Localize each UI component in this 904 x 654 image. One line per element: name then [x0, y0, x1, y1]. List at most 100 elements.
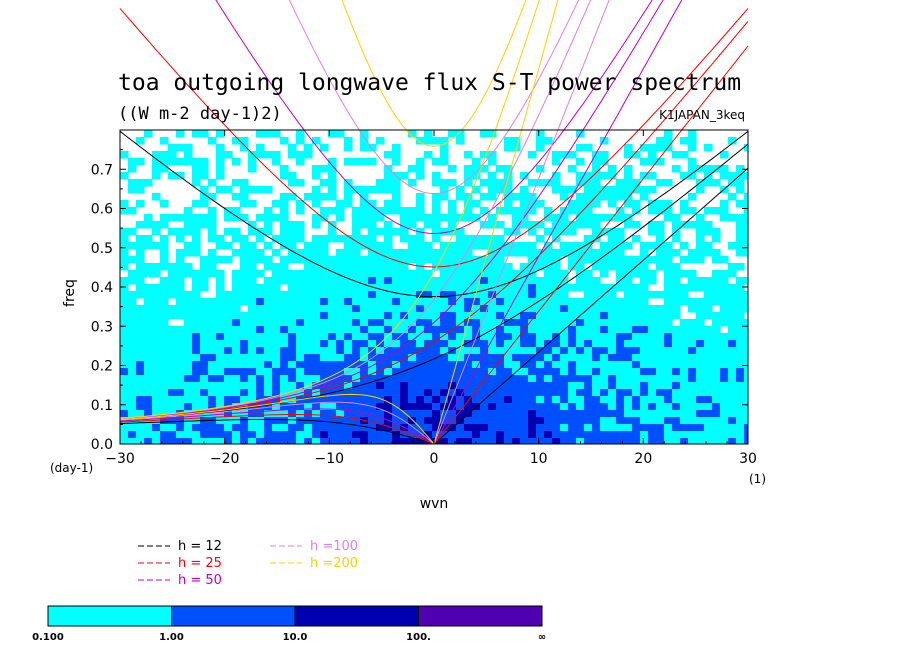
heatmap-cell	[720, 347, 729, 355]
heatmap-cell	[440, 186, 449, 194]
heatmap-cell	[128, 207, 137, 215]
heatmap-cell	[480, 361, 489, 369]
heatmap-cell	[336, 340, 345, 348]
heatmap-cell	[600, 396, 609, 404]
heatmap-cell	[496, 354, 505, 362]
heatmap-cell	[248, 347, 257, 355]
heatmap-cell	[280, 333, 289, 341]
heatmap-cell	[488, 312, 497, 320]
heatmap-cell	[160, 354, 169, 362]
heatmap-cell	[352, 396, 361, 404]
heatmap-cell	[160, 165, 169, 173]
heatmap-cell	[240, 186, 249, 194]
heatmap-cell	[144, 396, 153, 404]
heatmap-cell	[120, 256, 129, 264]
heatmap-cell	[288, 235, 297, 243]
heatmap-cell	[624, 165, 633, 173]
heatmap-cell	[336, 417, 345, 425]
heatmap-cell	[616, 235, 625, 243]
heatmap-cell	[360, 207, 369, 215]
heatmap-cell	[216, 347, 225, 355]
heatmap-cell	[520, 417, 529, 425]
heatmap-cell	[440, 333, 449, 341]
heatmap-cell	[408, 305, 417, 313]
heatmap-cell	[200, 424, 209, 432]
heatmap-cell	[328, 172, 337, 180]
heatmap-cell	[352, 424, 361, 432]
heatmap-cell	[624, 256, 633, 264]
heatmap-cell	[232, 284, 241, 292]
heatmap-cell	[120, 235, 129, 243]
heatmap-cell	[680, 151, 689, 159]
heatmap-cell	[544, 214, 553, 222]
heatmap-cell	[280, 270, 289, 278]
heatmap-cell	[496, 312, 505, 320]
heatmap-cell	[448, 431, 457, 439]
heatmap-cell	[312, 186, 321, 194]
heatmap-cell	[280, 207, 289, 215]
heatmap-cell	[488, 270, 497, 278]
heatmap-cell	[256, 431, 265, 439]
heatmap-cell	[480, 375, 489, 383]
heatmap-cell	[312, 137, 321, 145]
heatmap-cell	[408, 179, 417, 187]
heatmap-cell	[560, 270, 569, 278]
heatmap-cell	[296, 158, 305, 166]
heatmap-cell	[672, 438, 681, 444]
heatmap-cell	[664, 298, 673, 306]
heatmap-cell	[408, 277, 417, 285]
heatmap-cell	[640, 347, 649, 355]
heatmap-cell	[504, 270, 513, 278]
heatmap-cell	[664, 312, 673, 320]
heatmap-cell	[736, 235, 745, 243]
heatmap-cell	[504, 354, 513, 362]
heatmap-cell	[688, 424, 697, 432]
heatmap-cell	[472, 368, 481, 376]
heatmap-cell	[728, 214, 737, 222]
heatmap-cell	[432, 277, 441, 285]
heatmap-cell	[424, 368, 433, 376]
heatmap-cell	[120, 375, 129, 383]
heatmap-cell	[584, 179, 593, 187]
heatmap-cell	[512, 347, 521, 355]
heatmap-cell	[256, 312, 265, 320]
heatmap-cell	[424, 403, 433, 411]
heatmap-cell	[576, 144, 585, 152]
heatmap-cell	[696, 396, 705, 404]
heatmap-cell	[624, 424, 633, 432]
heatmap-cell	[120, 396, 129, 404]
heatmap-cell	[128, 298, 137, 306]
heatmap-cell	[272, 354, 281, 362]
heatmap-cell	[416, 410, 425, 418]
heatmap-cell	[488, 340, 497, 348]
heatmap-cell	[216, 319, 225, 327]
heatmap-cell	[384, 382, 393, 390]
heatmap-cell	[736, 438, 745, 444]
heatmap-cell	[432, 221, 441, 229]
heatmap-cell	[416, 396, 425, 404]
heatmap-cell	[448, 263, 457, 271]
heatmap-cell	[736, 326, 745, 334]
heatmap-cell	[528, 200, 537, 208]
heatmap-cell	[264, 277, 273, 285]
heatmap-cell	[712, 354, 721, 362]
heatmap-cell	[632, 396, 641, 404]
heatmap-cell	[672, 298, 681, 306]
heatmap-cell	[672, 389, 681, 397]
heatmap-cell	[224, 396, 233, 404]
heatmap-cell	[352, 263, 361, 271]
heatmap-cell	[296, 424, 305, 432]
heatmap-cell	[576, 284, 585, 292]
heatmap-cell	[408, 438, 417, 444]
heatmap-cell	[560, 221, 569, 229]
heatmap-cell	[584, 333, 593, 341]
heatmap-cell	[288, 340, 297, 348]
heatmap-cell	[168, 214, 177, 222]
heatmap-cell	[704, 361, 713, 369]
heatmap-cell	[320, 312, 329, 320]
heatmap-cell	[720, 200, 729, 208]
heatmap-cell	[192, 396, 201, 404]
heatmap-cell	[384, 438, 393, 444]
heatmap-cell	[712, 270, 721, 278]
heatmap-cell	[384, 228, 393, 236]
